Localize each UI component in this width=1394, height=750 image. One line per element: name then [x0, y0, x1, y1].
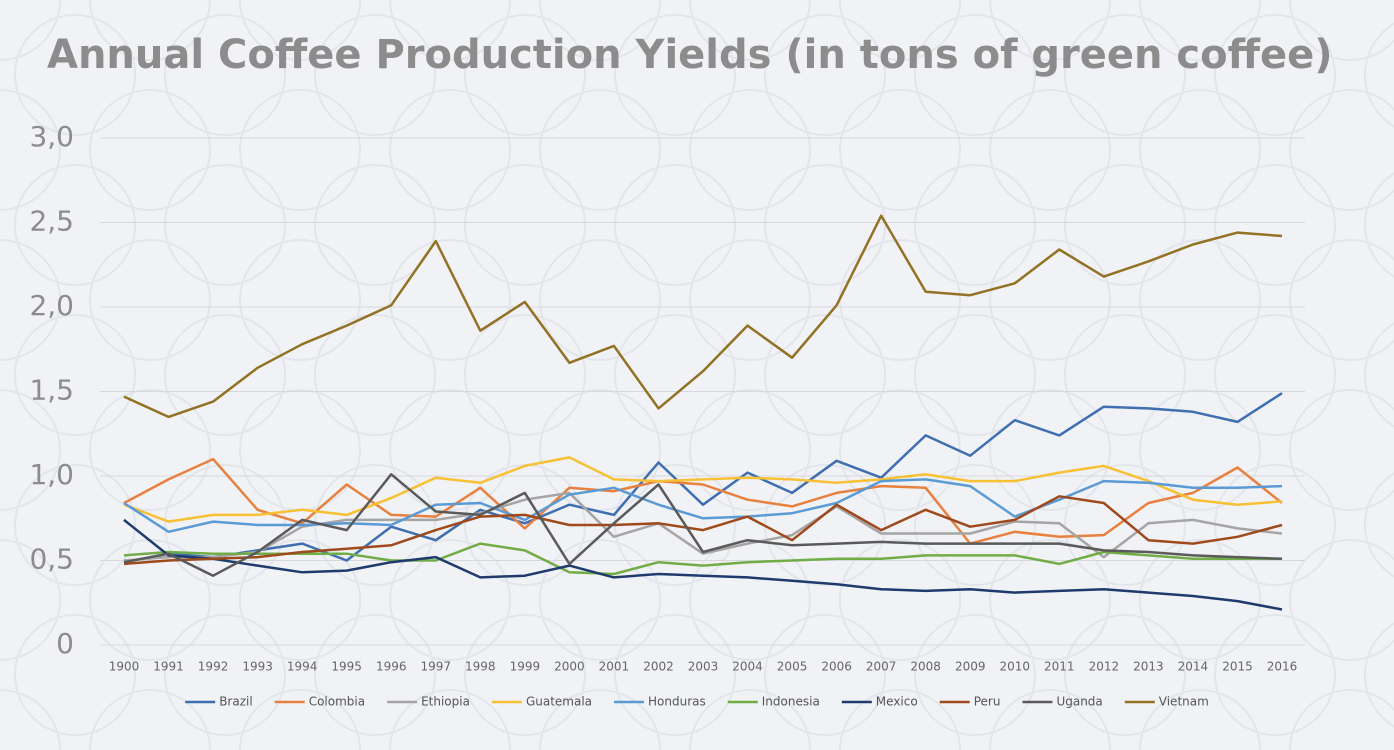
legend-label: Mexico	[876, 695, 918, 709]
x-tick-label: 2001	[599, 660, 630, 674]
series-line	[123, 214, 1283, 419]
legend-label: Colombia	[309, 695, 365, 709]
series-line	[123, 542, 1282, 576]
x-tick-label: 2003	[688, 660, 719, 674]
x-tick-label: 1991	[153, 660, 184, 674]
y-tick-label: 0,5	[29, 543, 74, 576]
x-tick-label: 2010	[999, 660, 1030, 674]
x-tick-label: 1999	[510, 660, 541, 674]
x-tick-label: 2002	[643, 660, 674, 674]
legend-label: Guatemala	[526, 695, 592, 709]
y-tick-label: 3,0	[29, 120, 74, 153]
x-tick-label: 1995	[331, 660, 362, 674]
x-tick-label: 2006	[821, 660, 852, 674]
x-tick-label: 1993	[242, 660, 273, 674]
series-line	[123, 473, 1283, 577]
series-line	[123, 392, 1283, 564]
x-tick-label: 1997	[420, 660, 451, 674]
x-tick-label: 1992	[198, 660, 229, 674]
x-tick-label: 1994	[287, 660, 318, 674]
y-tick-label: 0	[56, 627, 74, 660]
y-tick-label: 2,5	[29, 205, 74, 238]
series-line	[123, 518, 1283, 611]
legend-label: Ethiopia	[421, 695, 470, 709]
y-tick-label: 1,5	[29, 374, 74, 407]
legend-label: Indonesia	[762, 695, 820, 709]
x-tick-label: 2012	[1089, 660, 1120, 674]
y-tick-label: 2,0	[29, 289, 74, 322]
chart-title: Annual Coffee Production Yields (in tons…	[47, 32, 1333, 78]
x-tick-label: 2016	[1267, 660, 1298, 674]
legend-label: Honduras	[648, 695, 706, 709]
x-tick-label: 2005	[777, 660, 808, 674]
x-tick-label: 1900	[109, 660, 140, 674]
x-tick-label: 2000	[554, 660, 585, 674]
x-tick-label: 2007	[866, 660, 897, 674]
x-tick-label: 1996	[376, 660, 407, 674]
y-tick-label: 1,0	[29, 458, 74, 491]
x-tick-label: 2009	[955, 660, 986, 674]
x-tick-label: 2013	[1133, 660, 1164, 674]
x-tick-label: 2008	[910, 660, 941, 674]
x-tick-label: 2011	[1044, 660, 1075, 674]
legend-label: Uganda	[1056, 695, 1102, 709]
x-tick-label: 2004	[732, 660, 763, 674]
x-tick-label: 2015	[1222, 660, 1253, 674]
legend-label: Vietnam	[1159, 695, 1209, 709]
legend-label: Brazil	[219, 695, 253, 709]
series-line	[123, 456, 1283, 523]
legend-label: Peru	[974, 695, 1001, 709]
x-tick-label: 1998	[465, 660, 496, 674]
x-tick-label: 2014	[1178, 660, 1209, 674]
series-line	[123, 495, 1283, 566]
